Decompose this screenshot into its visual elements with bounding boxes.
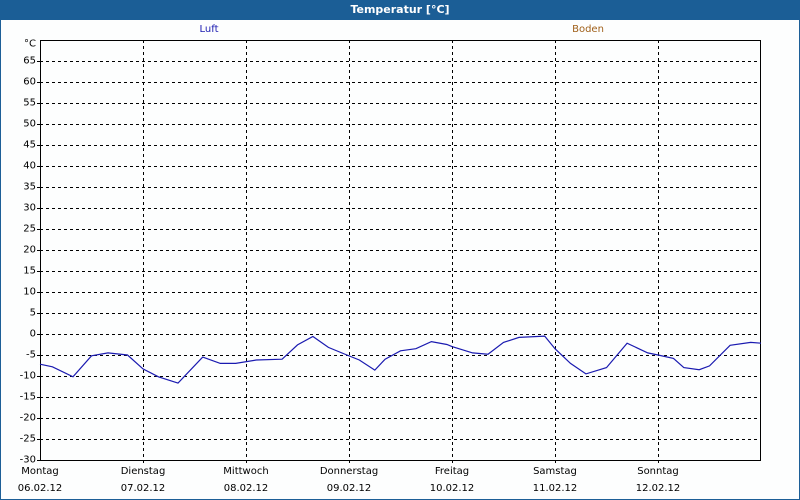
x-tick-label: Donnerstag 09.02.12 (319, 466, 379, 494)
y-tick-label: 15 (23, 265, 36, 277)
y-tick-label: 0 (29, 328, 36, 340)
x-tick-label: Mittwoch 08.02.12 (223, 466, 269, 494)
y-tick-label: 45 (23, 139, 36, 151)
y-tick-label: -25 (19, 433, 36, 445)
y-tick-label: 25 (23, 223, 36, 235)
y-tick-label: 55 (23, 97, 36, 109)
y-tick-label: -5 (26, 349, 36, 361)
x-tick-label: Dienstag 07.02.12 (120, 466, 166, 494)
y-tick-label: 20 (23, 244, 36, 256)
legend-item-boden: Boden (572, 24, 604, 35)
y-tick-label: 30 (23, 202, 36, 214)
x-tick-label: Samstag 11.02.12 (532, 466, 578, 494)
y-tick-label: 65 (23, 55, 36, 67)
x-tick-label: Montag 06.02.12 (17, 466, 63, 494)
y-tick-label: 5 (29, 307, 36, 319)
plot-frame (40, 40, 761, 461)
y-tick-label: -30 (19, 454, 36, 466)
x-tick-label: Freitag 10.02.12 (429, 466, 475, 494)
y-tick-label: 10 (23, 286, 36, 298)
grid-lines (37, 40, 760, 464)
y-tick-label: 60 (23, 76, 36, 88)
y-tick-label: 50 (23, 118, 36, 130)
legend-item-luft: Luft (199, 24, 219, 35)
y-tick-label: -10 (19, 370, 36, 382)
y-tick-label: -20 (19, 412, 36, 424)
y-tick-label: 40 (23, 160, 36, 172)
series-line-luft (39, 335, 762, 384)
y-tick-label: 35 (23, 181, 36, 193)
y-unit-label: °C (24, 38, 36, 50)
chart-title: Temperatur [°C] (0, 0, 800, 20)
y-tick-label: -15 (19, 391, 36, 403)
x-tick-label: Sonntag 12.02.12 (635, 466, 681, 494)
